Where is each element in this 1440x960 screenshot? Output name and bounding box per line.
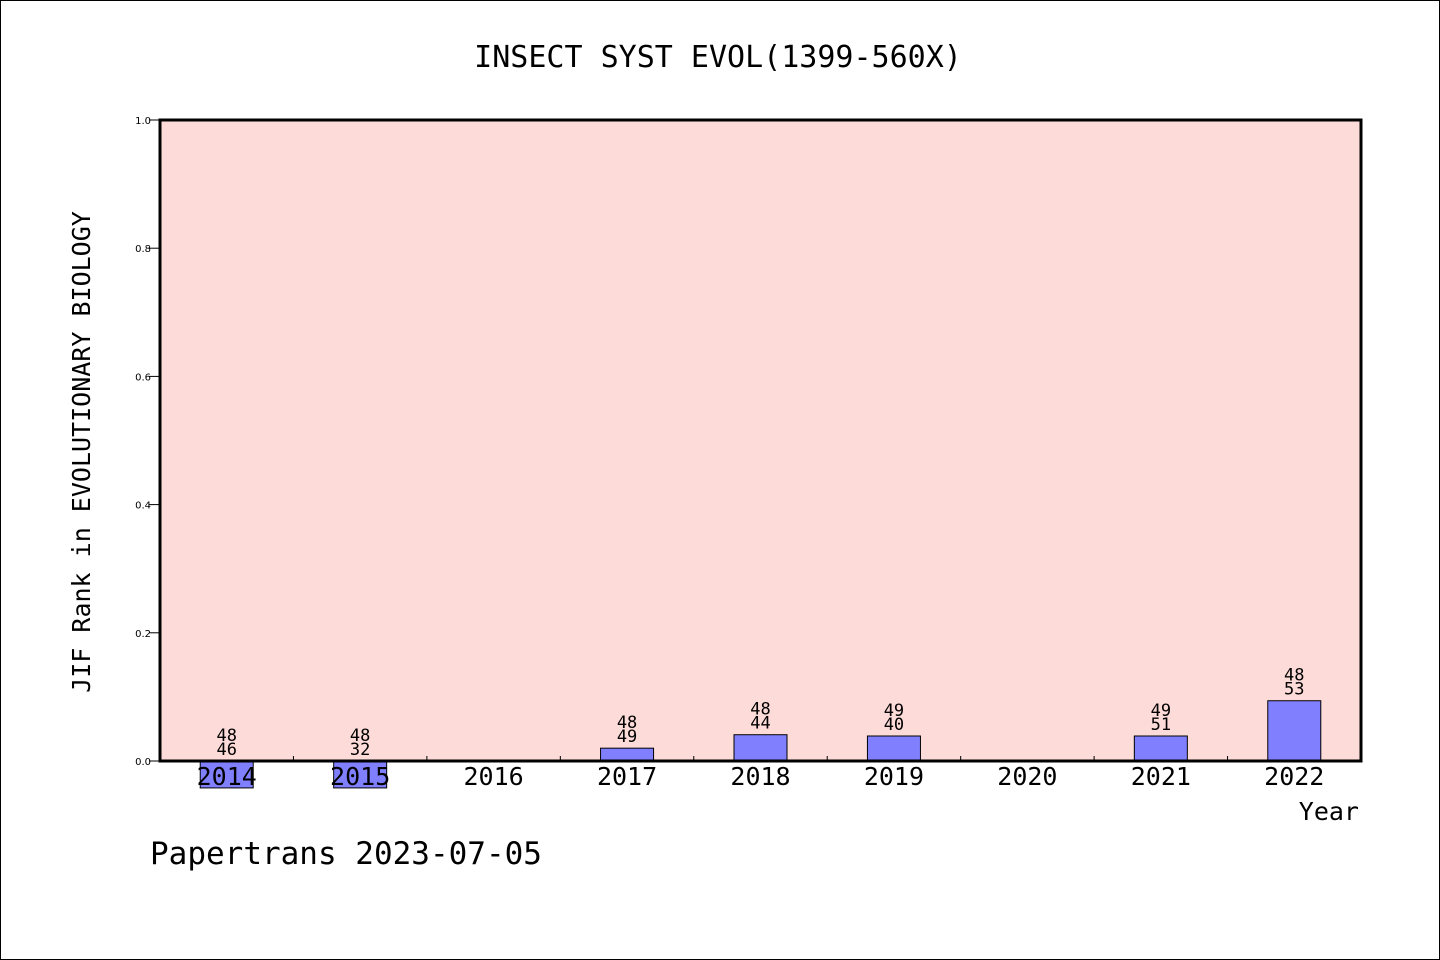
bar-rank-label: 51 [1151,715,1171,735]
y-axis: 0.0 0.2 0.4 0.6 0.8 1.0 [135,116,160,768]
chart-title: INSECT SYST EVOL(1399-560X) [474,40,962,75]
footer-credit: Papertrans 2023-07-05 [150,836,542,872]
bar [1133,735,1188,762]
bar-total-label: 48 [216,726,236,746]
bar-total-label: 48 [750,700,770,720]
y-tick-label: 0.2 [135,629,151,640]
bar [199,760,254,789]
x-tick-label: 2014 [197,762,257,791]
bar-rank-label: 49 [617,727,637,747]
x-tick-label: 2022 [1264,762,1324,791]
y-tick-label: 0.6 [135,372,151,383]
bar [733,734,788,762]
plot-area [158,118,1363,763]
bar [333,760,388,789]
x-tick-label: 2021 [1131,762,1191,791]
bar [600,747,655,762]
bar-total-label: 49 [884,701,904,721]
x-tick-label: 2017 [597,762,657,791]
bar-rank-label: 53 [1284,680,1304,700]
y-axis-label: JIF Rank in EVOLUTIONARY BIOLOGY [67,211,96,693]
x-tick-label: 2015 [330,762,390,791]
bar-rank-label: 40 [884,715,904,735]
y-tick-label: 1.0 [135,116,151,127]
y-tick-label: 0.8 [135,244,151,255]
bar-rank-label: 32 [350,740,370,760]
y-tick-label: 0.0 [135,757,151,768]
bar-total-label: 48 [617,713,637,733]
bar-rank-label: 44 [750,714,770,734]
bar [1267,700,1322,762]
bar-rank-label: 46 [216,740,236,760]
x-tick-label: 2020 [997,762,1057,791]
x-tick-label: 2019 [864,762,924,791]
bar-total-label: 48 [1284,666,1304,686]
x-tick-label: 2016 [464,762,524,791]
bar-total-label: 49 [1151,701,1171,721]
y-tick-label: 0.4 [135,501,151,512]
x-axis-label: Year [1299,797,1359,826]
bar [866,735,921,762]
x-axis: 2014 2015 2016 2017 2018 2019 2020 2021 2022 [160,756,1361,791]
x-tick-label: 2018 [730,762,790,791]
bar-total-label: 48 [350,726,370,746]
